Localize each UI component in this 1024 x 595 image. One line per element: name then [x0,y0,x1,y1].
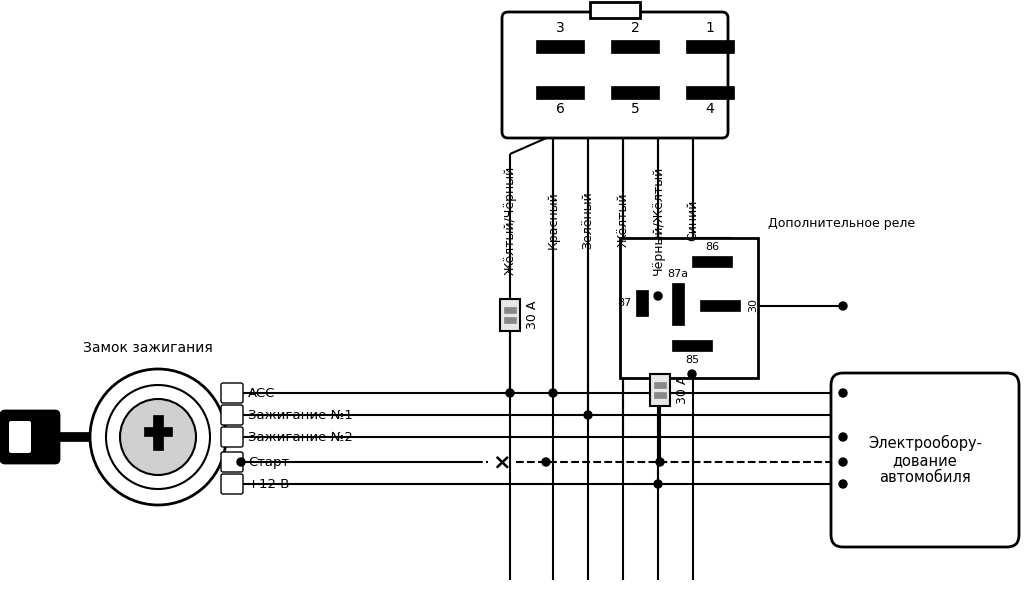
Text: Электрообору-
дование
автомобиля: Электрообору- дование автомобиля [868,434,982,486]
Text: Зелёный: Зелёный [582,191,595,249]
Text: 6: 6 [556,102,564,116]
Text: 87: 87 [617,298,632,308]
Bar [654,392,666,398]
Text: Замок зажигания: Замок зажигания [83,341,213,355]
Bar [636,290,648,316]
Text: 4: 4 [706,102,715,116]
Text: 5: 5 [631,102,639,116]
FancyBboxPatch shape [221,383,243,403]
Circle shape [839,433,847,441]
Text: Зажигание №1: Зажигание №1 [248,409,353,421]
Bar [620,238,758,378]
Circle shape [839,302,847,310]
Text: 30 А: 30 А [676,376,688,404]
Text: Чёрный/Жёлтый: Чёрный/Жёлтый [651,165,665,275]
Bar [654,382,666,388]
Text: Красный: Красный [547,191,559,249]
Circle shape [120,399,196,475]
FancyBboxPatch shape [1,411,59,463]
Circle shape [656,458,664,466]
Bar [672,283,684,325]
Text: 30 А: 30 А [525,301,539,329]
Circle shape [542,458,550,466]
Bar [686,40,734,53]
Bar [144,427,172,436]
Text: Жёлтый: Жёлтый [616,193,630,248]
Text: 30: 30 [748,298,758,312]
Text: 1: 1 [706,21,715,35]
Text: 2: 2 [631,21,639,35]
Bar [650,374,670,406]
Bar [500,299,520,331]
FancyBboxPatch shape [221,452,243,472]
Bar [504,307,516,313]
FancyBboxPatch shape [221,474,243,494]
Bar [590,2,640,18]
Circle shape [839,458,847,466]
Circle shape [106,385,210,489]
Bar [700,300,740,311]
Circle shape [90,369,226,505]
Circle shape [688,370,696,378]
Circle shape [839,389,847,397]
Bar [153,415,163,450]
Circle shape [654,292,662,300]
Bar [672,340,712,351]
Text: 85: 85 [685,355,699,365]
Text: 86: 86 [705,242,719,252]
Text: Старт: Старт [248,456,289,468]
FancyBboxPatch shape [221,427,243,447]
FancyBboxPatch shape [502,12,728,138]
Text: 87a: 87a [668,269,688,279]
FancyBboxPatch shape [831,373,1019,547]
Bar [611,40,659,53]
Circle shape [839,480,847,488]
Circle shape [584,411,592,419]
FancyBboxPatch shape [9,421,31,453]
Circle shape [654,480,662,488]
Text: ×: × [493,452,511,472]
Circle shape [506,389,514,397]
Text: 3: 3 [556,21,564,35]
Bar [504,317,516,323]
Text: Жёлтый/Чёрный: Жёлтый/Чёрный [504,165,516,275]
Text: Зажигание №2: Зажигание №2 [248,431,353,443]
Bar [611,86,659,99]
Text: ACC: ACC [248,387,275,399]
Circle shape [237,458,245,466]
Text: Синий: Синий [686,199,699,241]
Bar [536,40,584,53]
FancyBboxPatch shape [221,405,243,425]
Bar [692,256,732,267]
Bar [536,86,584,99]
Text: +12 В: +12 В [248,478,290,490]
Circle shape [549,389,557,397]
Bar [686,86,734,99]
Text: Дополнительное реле: Дополнительное реле [768,217,915,230]
